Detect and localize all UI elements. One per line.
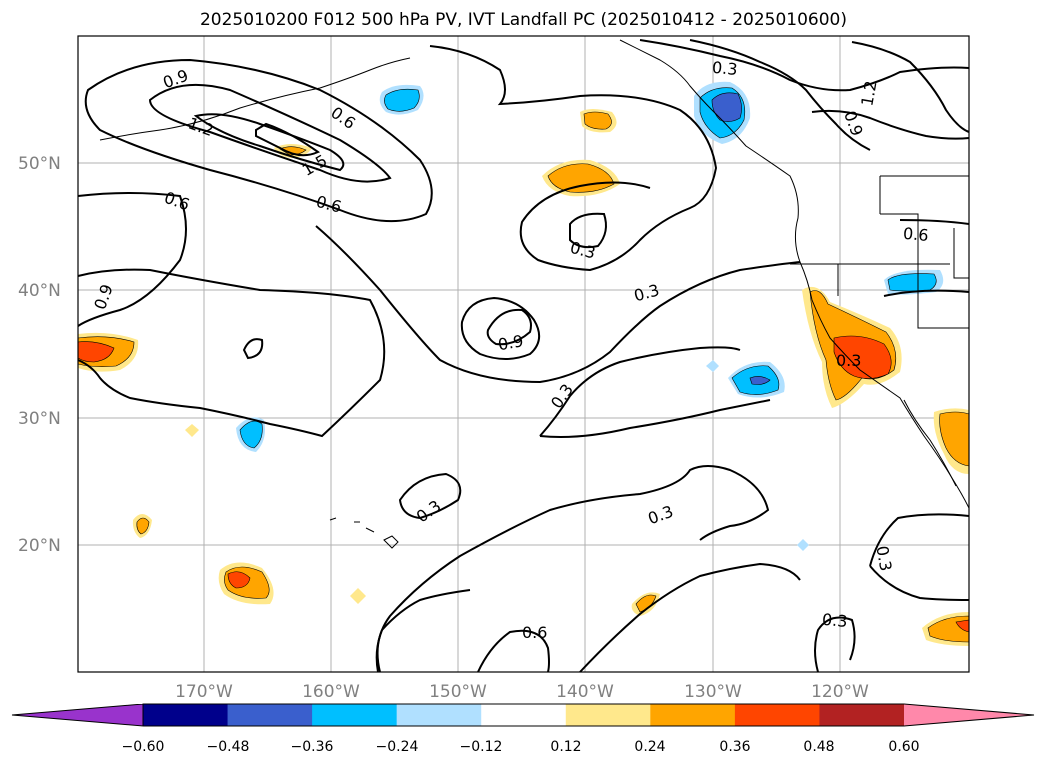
contour-label: 0.3 — [872, 544, 895, 572]
colorbar-tick: −0.36 — [291, 739, 334, 755]
colorbar: −0.60 −0.48 −0.36 −0.24 −0.12 0.12 0.24 … — [11, 703, 1035, 755]
colorbar-segment — [227, 704, 313, 726]
contour-label: 0.3 — [821, 610, 848, 631]
colorbar-segment — [143, 704, 229, 726]
map-title: 2025010200 F012 500 hPa PV, IVT Landfall… — [199, 10, 847, 30]
colorbar-ticks: −0.60 −0.48 −0.36 −0.24 −0.12 0.12 0.24 … — [122, 739, 920, 755]
colorbar-segment — [734, 704, 820, 726]
longitude-labels: 170°W 160°W 150°W 140°W 130°W 120°W — [175, 682, 869, 702]
colorbar-tick: −0.12 — [460, 739, 503, 755]
contour-label: 0.6 — [902, 224, 929, 245]
lon-label-170w: 170°W — [175, 682, 233, 702]
lat-label-20n: 20°N — [18, 536, 61, 556]
contour-label: 0.9 — [496, 331, 524, 354]
colorbar-tick: −0.24 — [376, 739, 419, 755]
colorbar-tick: 0.12 — [550, 739, 581, 755]
colorbar-segments — [12, 704, 1034, 726]
colorbar-tick: −0.60 — [122, 739, 165, 755]
lon-label-140w: 140°W — [556, 682, 614, 702]
plot-area: 0.9 1.2 1.5 0.6 0.6 0.6 0.9 0.3 1.2 0.9 … — [77, 35, 970, 673]
colorbar-segment — [481, 704, 567, 726]
colorbar-extend-low — [12, 704, 143, 726]
contour-label: 0.3 — [711, 58, 738, 79]
latitude-labels: 50°N 40°N 30°N 20°N — [18, 154, 61, 556]
colorbar-outline — [11, 703, 1035, 727]
colorbar-segment — [312, 704, 398, 726]
lon-label-150w: 150°W — [429, 682, 487, 702]
lon-label-130w: 130°W — [684, 682, 742, 702]
colorbar-segment — [396, 704, 482, 726]
lat-label-30n: 30°N — [18, 409, 61, 429]
colorbar-segment — [819, 704, 905, 726]
lat-label-40n: 40°N — [18, 281, 61, 301]
contour-label: 1.2 — [857, 79, 880, 107]
coastlines — [99, 39, 970, 549]
lat-label-50n: 50°N — [18, 154, 61, 174]
lon-label-160w: 160°W — [302, 682, 360, 702]
gridlines — [78, 36, 969, 672]
ivt-shading — [77, 81, 970, 646]
lon-label-120w: 120°W — [811, 682, 869, 702]
colorbar-tick: 0.60 — [888, 739, 919, 755]
contour-label: 0.6 — [522, 623, 547, 642]
colorbar-extend-high — [904, 704, 1034, 726]
colorbar-segment — [650, 704, 736, 726]
colorbar-segment — [565, 704, 651, 726]
colorbar-tick: 0.24 — [634, 739, 665, 755]
colorbar-tick: −0.48 — [207, 739, 250, 755]
contour-label: 0.3 — [836, 351, 861, 370]
colorbar-tick: 0.48 — [803, 739, 834, 755]
plot-frame — [77, 35, 970, 673]
pv-contours — [77, 39, 970, 673]
colorbar-tick: 0.36 — [719, 739, 750, 755]
